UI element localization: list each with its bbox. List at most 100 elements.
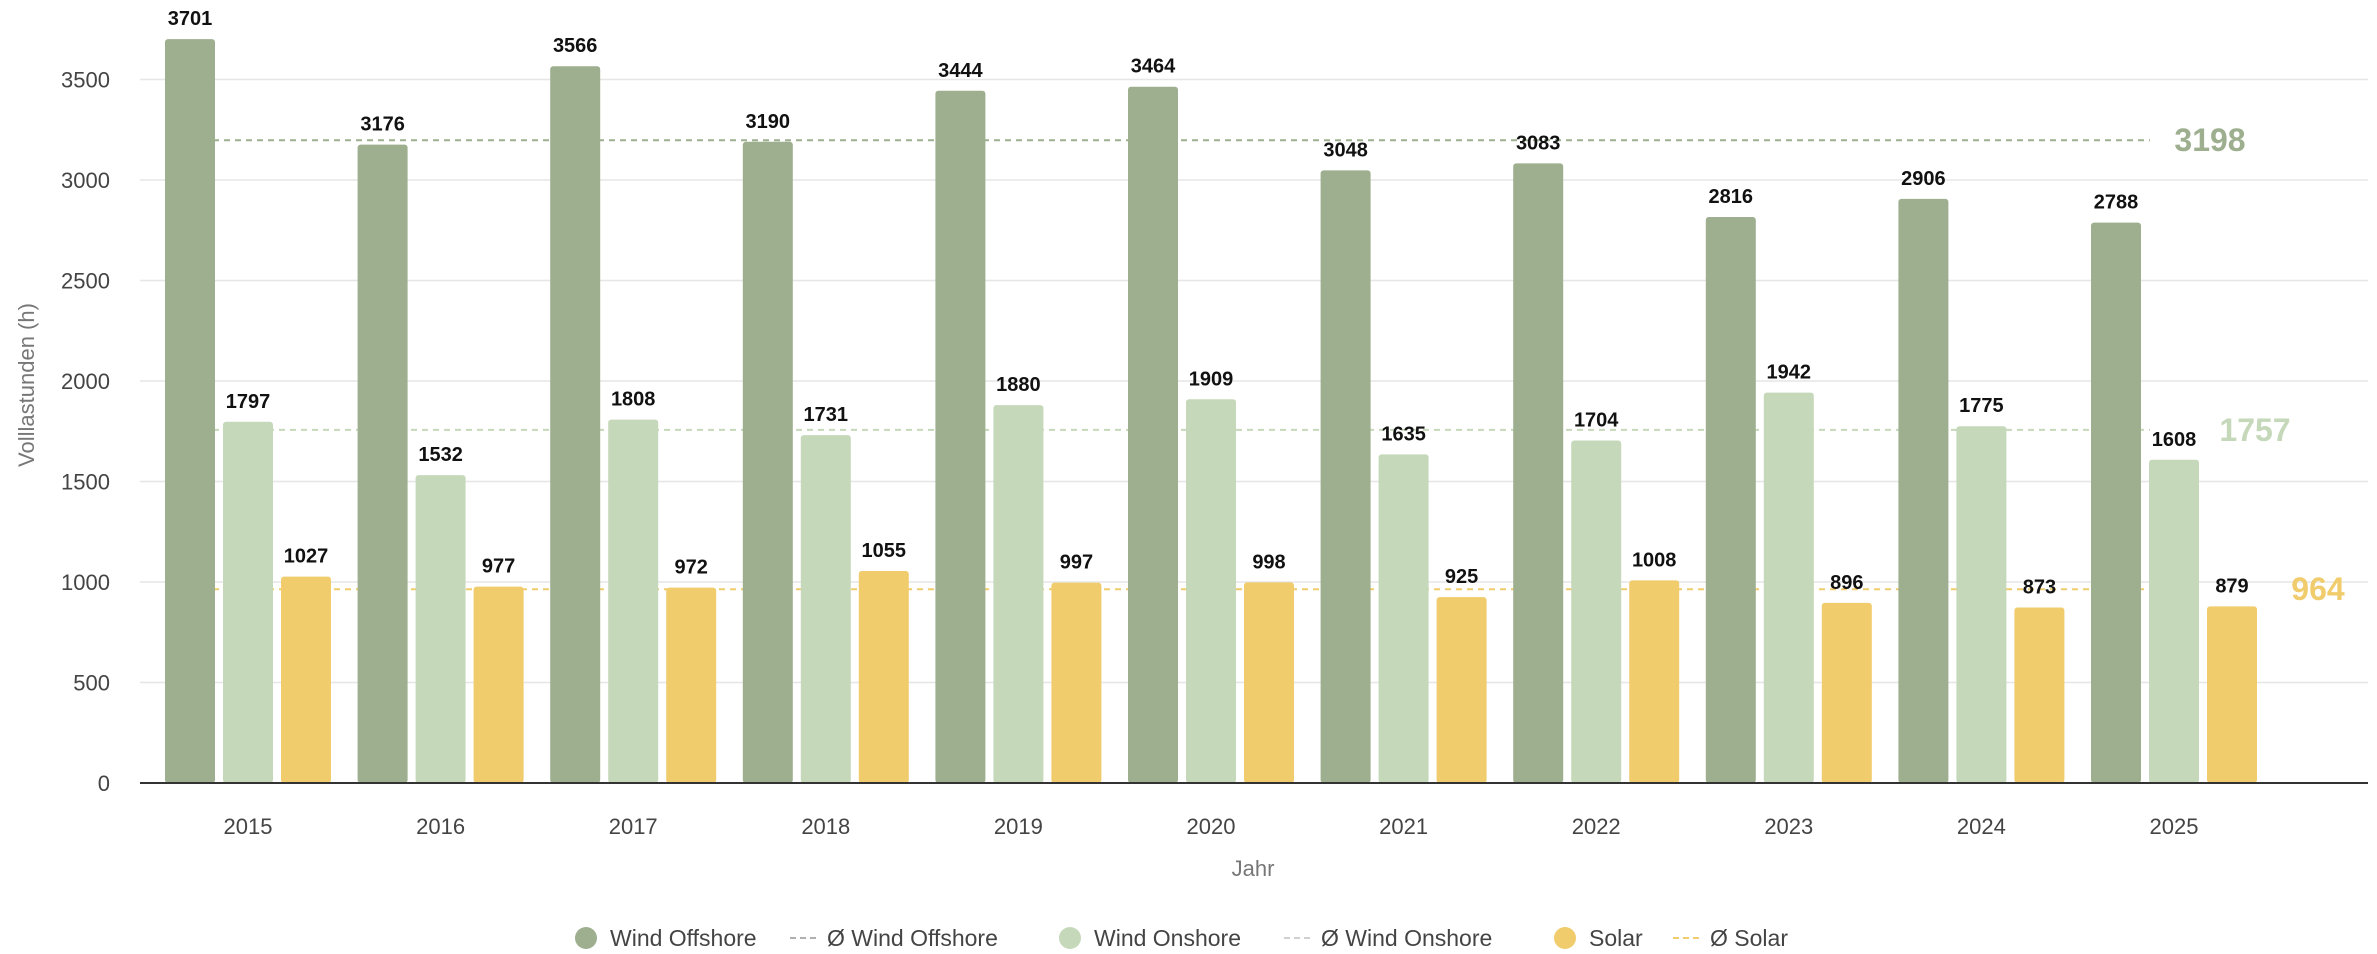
- legend-label[interactable]: Solar: [1589, 925, 1643, 951]
- average-value-label: 964: [2291, 571, 2345, 607]
- bar-value-label: 972: [675, 557, 708, 579]
- bar-value-label: 2788: [2094, 192, 2139, 214]
- axes: 0 500 1000 1500 2000 2500 3000 3500 2015 2016 2017…: [61, 68, 2368, 839]
- bars: [165, 39, 2257, 784]
- bar: [1320, 170, 1371, 784]
- legend-label[interactable]: Ø Wind Onshore: [1321, 925, 1492, 951]
- bar: [935, 90, 986, 784]
- bar-value-label: 1608: [2152, 429, 2197, 451]
- bar-value-label: 1808: [611, 389, 656, 411]
- bar: [993, 405, 1044, 783]
- bar: [415, 475, 466, 783]
- bar-value-label: 1909: [1189, 368, 1234, 390]
- bar-value-label: 2816: [1709, 186, 1754, 208]
- bar-value-label: 896: [1830, 572, 1863, 594]
- bar-value-label: 1635: [1381, 423, 1426, 445]
- bar-value-label: 925: [1445, 566, 1478, 588]
- x-tick-label: 2024: [1957, 814, 2006, 839]
- bar: [1956, 426, 2007, 783]
- bar: [858, 570, 909, 783]
- bar-value-label: 1797: [226, 391, 271, 413]
- bar: [1051, 582, 1102, 783]
- bar: [2149, 459, 2199, 783]
- bar: [2207, 606, 2257, 783]
- average-value-label: 1757: [2219, 412, 2290, 448]
- legend-marker: [1059, 927, 1081, 949]
- y-tick-label: 2000: [61, 369, 110, 394]
- bar-value-label: 3701: [168, 8, 213, 30]
- legend-label[interactable]: Wind Onshore: [1094, 925, 1241, 951]
- data-labels: 3198 1757 964 3701 1797 1027 3176 1532 977 3566 18…: [168, 8, 2345, 607]
- bar-value-label: 977: [482, 556, 515, 578]
- legend-label[interactable]: Ø Wind Offshore: [827, 925, 998, 951]
- bar-value-label: 997: [1060, 552, 1093, 574]
- bar: [1244, 582, 1294, 783]
- legend-marker: [575, 927, 597, 949]
- bar: [742, 141, 793, 783]
- bar-value-label: 3566: [553, 35, 598, 57]
- x-tick-label: 2022: [1572, 814, 1621, 839]
- bar: [1513, 163, 1564, 783]
- bar-value-label: 1731: [804, 404, 849, 426]
- bar: [223, 421, 273, 783]
- bar-value-label: 3190: [746, 111, 791, 133]
- x-tick-label: 2016: [416, 814, 465, 839]
- y-tick-label: 1500: [61, 470, 110, 495]
- bar: [1128, 86, 1178, 783]
- bar: [473, 586, 524, 783]
- gridlines: [140, 78, 2368, 684]
- y-tick-label: 1000: [61, 570, 110, 595]
- bar-value-label: 1704: [1574, 409, 1619, 431]
- x-axis-title: Jahr: [1232, 856, 1275, 881]
- bar: [281, 576, 331, 783]
- x-tick-label: 2019: [994, 814, 1043, 839]
- bar: [1378, 454, 1429, 783]
- bar-value-label: 3048: [1323, 139, 1368, 161]
- bar: [1629, 580, 1680, 783]
- bar: [357, 144, 408, 783]
- bar-value-label: 873: [2023, 577, 2056, 599]
- y-axis-title: Volllastunden (h): [14, 303, 39, 467]
- x-tick-label: 2017: [609, 814, 658, 839]
- legend-label[interactable]: Wind Offshore: [610, 925, 757, 951]
- y-tick-label: 2500: [61, 269, 110, 294]
- bar: [1571, 440, 1622, 783]
- legend-label[interactable]: Ø Solar: [1710, 925, 1788, 951]
- bar-value-label: 998: [1252, 551, 1285, 573]
- bar-value-label: 1008: [1632, 549, 1677, 571]
- bar: [1186, 399, 1236, 783]
- bar: [1436, 597, 1487, 783]
- bar: [2091, 222, 2141, 783]
- bar: [2014, 607, 2065, 783]
- bar-value-label: 3444: [938, 60, 983, 82]
- bar: [550, 66, 601, 783]
- bar: [1705, 216, 1756, 783]
- x-tick-label: 2023: [1764, 814, 1813, 839]
- bar-value-label: 1775: [1959, 395, 2004, 417]
- bar-value-label: 1055: [862, 540, 907, 562]
- bar: [165, 39, 215, 783]
- bar-value-label: 3464: [1131, 56, 1176, 78]
- y-tick-label: 500: [73, 671, 110, 696]
- bar: [1763, 392, 1814, 783]
- bar-value-label: 2906: [1901, 168, 1946, 190]
- x-tick-label: 2020: [1187, 814, 1236, 839]
- x-tick-label: 2021: [1379, 814, 1428, 839]
- y-tick-label: 0: [98, 771, 110, 796]
- x-tick-label: 2018: [801, 814, 850, 839]
- bar: [800, 435, 851, 783]
- bar: [666, 587, 717, 783]
- x-tick-label: 2025: [2150, 814, 2199, 839]
- bar-value-label: 1027: [284, 546, 329, 568]
- bar-value-label: 1942: [1767, 362, 1812, 384]
- bar-value-label: 1880: [996, 374, 1041, 396]
- bar: [608, 419, 659, 783]
- legend: Wind Offshore Ø Wind Offshore Wind Onshore…: [575, 925, 1788, 951]
- y-tick-label: 3500: [61, 68, 110, 93]
- bar: [1898, 198, 1949, 784]
- bar-value-label: 879: [2215, 575, 2248, 597]
- bar: [1821, 602, 1872, 783]
- legend-marker: [1554, 927, 1576, 949]
